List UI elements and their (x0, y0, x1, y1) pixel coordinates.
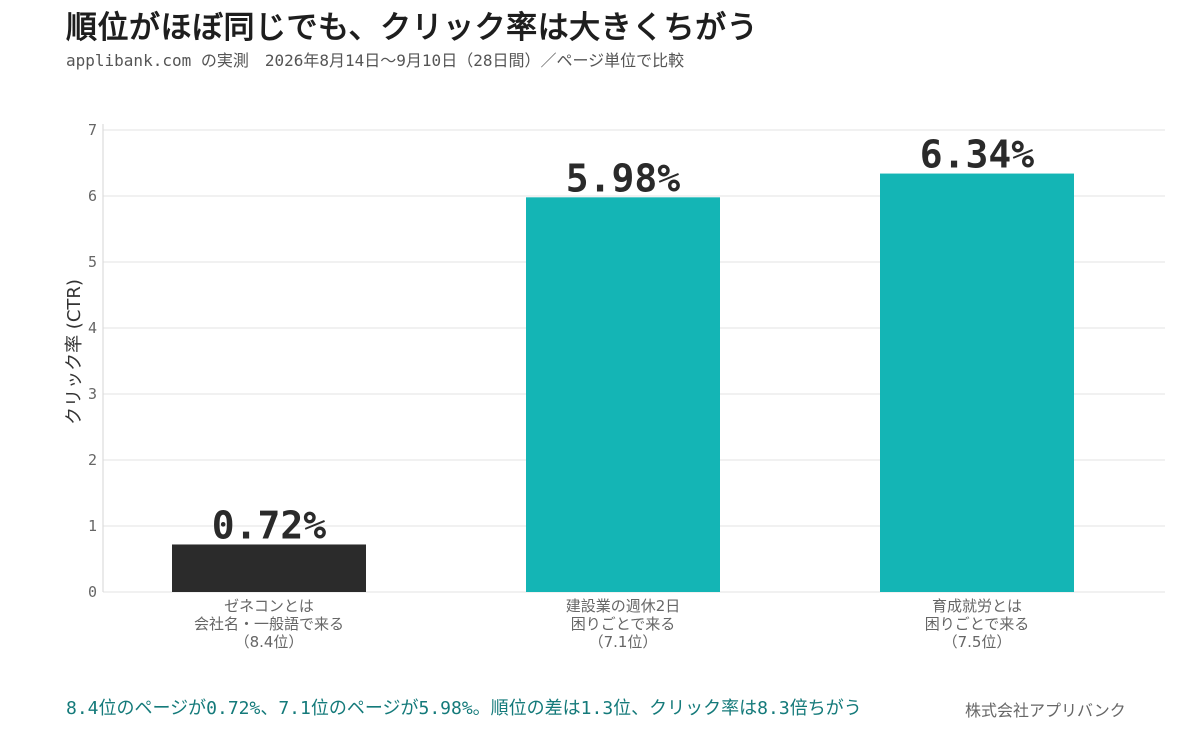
value-labels: 0.72% 5.98% 6.34% (212, 133, 1035, 548)
category-label: 建設業の週休2日 (566, 597, 681, 615)
bars (172, 173, 1074, 592)
category-label: （7.1位） (589, 633, 658, 651)
bar (526, 197, 720, 592)
y-tick-label: 4 (88, 319, 97, 337)
category-label: （8.4位） (235, 633, 304, 651)
y-tick-label: 2 (88, 451, 97, 469)
category-label: 会社名・一般語で来る (194, 615, 344, 633)
category-labels: ゼネコンとは会社名・一般語で来る（8.4位）建設業の週休2日困りごとで来る（7.… (194, 597, 1029, 651)
category-label: （7.5位） (943, 633, 1012, 651)
y-tick-label: 1 (88, 517, 97, 535)
y-axis: 0 1 2 3 4 5 6 7 (88, 121, 104, 601)
category-label: 育成就労とは (932, 597, 1022, 615)
chart-title: 順位がほぼ同じでも、クリック率は大きくちがう (66, 10, 759, 46)
value-label: 6.34% (920, 133, 1035, 177)
value-label: 5.98% (566, 156, 681, 200)
category-label: 困りごとで来る (571, 615, 676, 633)
bar (880, 173, 1074, 592)
y-tick-label: 7 (88, 121, 97, 139)
footnote: 8.4位のページが0.72%、7.1位のページが5.98%。順位の差は1.3位、… (66, 698, 862, 719)
chart-subtitle: applibank.com の実測 2026年8月14日〜9月10日（28日間）… (66, 51, 685, 70)
category-label: ゼネコンとは (224, 597, 314, 615)
y-axis-label: クリック率 (CTR) (64, 279, 85, 425)
credit: 株式会社アプリバンク (965, 701, 1126, 720)
bar (172, 544, 366, 592)
category-label: 困りごとで来る (925, 615, 1030, 633)
y-tick-label: 6 (88, 187, 97, 205)
y-tick-label: 0 (88, 583, 97, 601)
value-label: 0.72% (212, 503, 327, 547)
y-tick-label: 5 (88, 253, 97, 271)
y-tick-label: 3 (88, 385, 97, 403)
